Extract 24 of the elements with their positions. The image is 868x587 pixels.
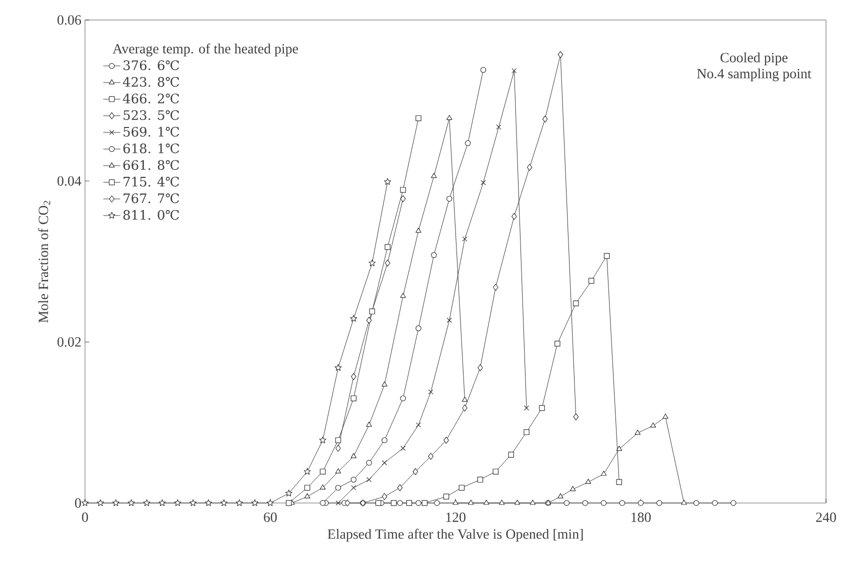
legend-label: 618. 1℃ <box>123 143 179 154</box>
legend-label: 569. 1℃ <box>124 126 179 137</box>
y-tick-label: 0.04 <box>58 176 82 186</box>
legend-title: Average temp. of the heated pipe <box>112 44 298 56</box>
legend-label: 466. 2℃ <box>122 94 179 104</box>
annotation: Cooled pipe <box>720 52 788 66</box>
x-tick-label: 60 <box>264 512 277 522</box>
x-tick-label: 240 <box>816 512 836 522</box>
legend-label: 423. 8℃ <box>122 76 179 87</box>
x-tick-label: 0 <box>82 512 88 522</box>
x-axis-title: Elapsed Time after the Valve is Opened [min] <box>328 528 583 542</box>
y-tick-label: 0.02 <box>58 337 81 347</box>
x-tick-label: 180 <box>631 512 651 522</box>
annotation: No.4 sampling point <box>697 68 812 82</box>
legend-label: 376. 6℃ <box>123 60 179 70</box>
legend-label: 523. 5℃ <box>124 110 179 120</box>
legend-label: 661. 8℃ <box>123 160 179 170</box>
y-tick-label: 0 <box>75 498 81 508</box>
y-axis-title: Mole Fraction of CO$_{2}$ <box>38 200 50 323</box>
legend-label: 767. 7℃ <box>124 193 179 204</box>
x-tick-label: 120 <box>446 512 466 522</box>
legend-label: 715. 4℃ <box>124 176 179 187</box>
y-tick-label: 0.06 <box>58 15 82 25</box>
legend-label: 811. 0℃ <box>123 210 179 220</box>
